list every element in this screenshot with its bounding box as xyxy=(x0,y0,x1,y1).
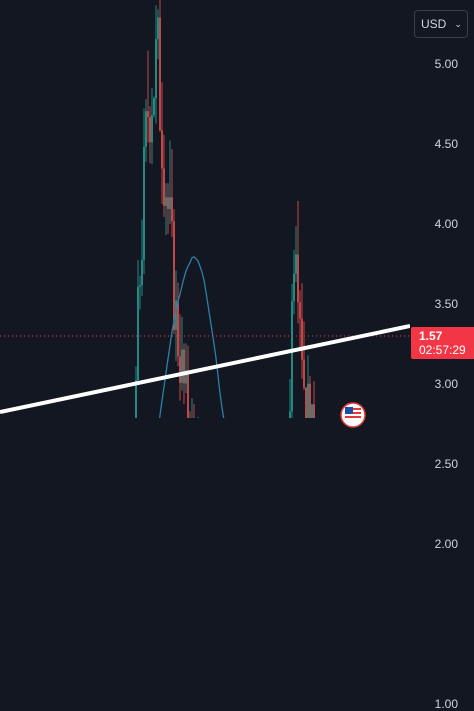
price-tick-label: 1.00 xyxy=(434,697,458,711)
candle-body xyxy=(185,370,187,384)
candle-body xyxy=(145,111,147,147)
candle-body xyxy=(293,273,295,302)
price-tick-label: 3.00 xyxy=(434,377,458,391)
candle-body xyxy=(305,387,307,418)
candle-body xyxy=(163,168,165,206)
candle-body xyxy=(143,146,145,260)
price-tick-label: 4.00 xyxy=(434,217,458,231)
candle-body xyxy=(291,301,293,412)
candle-body xyxy=(169,197,171,210)
candle-body xyxy=(313,404,315,418)
candle-body xyxy=(161,130,163,169)
candle-body xyxy=(179,356,181,383)
candle-body xyxy=(299,302,301,319)
candle-body xyxy=(183,349,185,384)
candle-body xyxy=(149,117,151,143)
candle-body xyxy=(177,300,179,357)
candle-body xyxy=(155,39,157,99)
us-flag-icon[interactable] xyxy=(340,402,366,428)
price-tick-label: 2.00 xyxy=(434,537,458,551)
currency-selector-button[interactable]: USD ⌄ xyxy=(414,10,468,38)
candle-body xyxy=(309,383,311,418)
support-trendline xyxy=(0,324,410,414)
price-tick-label: 4.50 xyxy=(434,137,458,151)
candle-body xyxy=(297,254,299,303)
price-tick-label: 5.00 xyxy=(434,57,458,71)
last-price-value: 1.57 xyxy=(419,329,443,343)
bar-countdown: 02:57:29 xyxy=(419,343,466,357)
price-tick-label: 3.50 xyxy=(434,297,458,311)
candle-body xyxy=(173,221,175,330)
candle-body xyxy=(165,197,167,206)
candle-body xyxy=(141,259,143,286)
candle-body xyxy=(151,114,153,143)
candle-body xyxy=(301,318,303,360)
candle-body xyxy=(157,17,159,40)
candle-body xyxy=(159,17,161,131)
candle-body xyxy=(175,300,177,330)
candle-body xyxy=(139,285,141,287)
candle-body xyxy=(153,98,155,115)
candle-body xyxy=(147,111,149,118)
candle-body xyxy=(171,197,173,222)
last-price-badge: 1.57 02:57:29 xyxy=(411,327,474,359)
candle-body xyxy=(311,404,313,418)
candle-body xyxy=(135,380,137,418)
currency-label: USD xyxy=(421,17,447,31)
price-tick-label: 2.50 xyxy=(434,457,458,471)
candle-body xyxy=(307,383,309,418)
candle-body xyxy=(167,197,169,210)
candle-body xyxy=(289,411,291,418)
moving-average-line xyxy=(158,256,225,418)
price-chart[interactable] xyxy=(0,0,410,418)
candle-body xyxy=(295,254,297,274)
candle-body xyxy=(137,286,139,381)
candles xyxy=(135,0,315,418)
chevron-down-icon: ⌄ xyxy=(454,18,462,29)
candle-body xyxy=(303,359,305,388)
candle-body xyxy=(187,370,189,418)
candle-body xyxy=(181,349,183,383)
